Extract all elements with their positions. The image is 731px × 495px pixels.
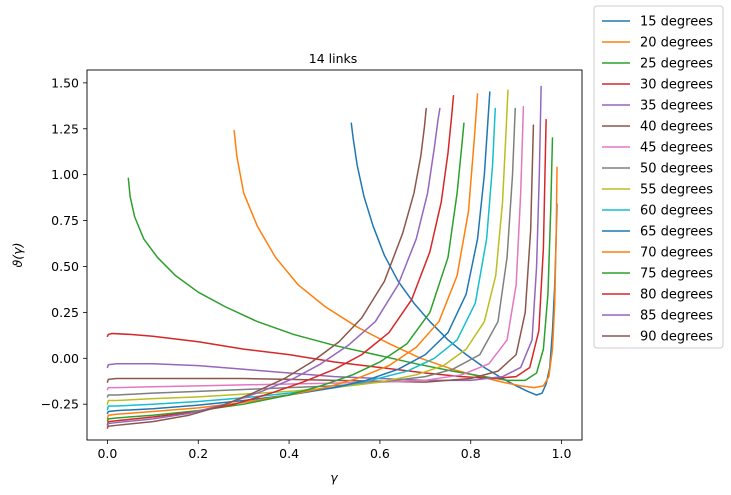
series-line-14: [106, 94, 455, 426]
x-tick-label: 0.8: [461, 446, 481, 461]
legend-label: 25 degrees: [640, 57, 713, 72]
legend-label: 85 degrees: [640, 309, 713, 324]
x-axis: 0.0 0.2 0.4 0.6 0.8 1.0: [97, 440, 572, 461]
x-tick-label: 0.2: [188, 446, 208, 461]
x-tick-label: 1.0: [552, 446, 572, 461]
y-tick-label: 0.50: [51, 259, 79, 274]
x-tick-label: 0.0: [97, 446, 117, 461]
x-tick-label: 0.6: [370, 446, 390, 461]
legend-label: 50 degrees: [640, 162, 713, 177]
y-axis-label: ϑ(γ): [10, 243, 25, 268]
series-line-15: [106, 107, 441, 427]
legend-label: 65 degrees: [640, 225, 713, 240]
legend-box: [593, 5, 724, 349]
y-tick-label: 0.75: [51, 213, 79, 228]
y-tick-label: −0.25: [41, 397, 79, 412]
legend-label: 55 degrees: [640, 183, 713, 198]
plot-frame: [86, 69, 583, 441]
series-line-16: [106, 107, 427, 429]
x-tick-label: 0.4: [279, 446, 299, 461]
legend-label: 15 degrees: [640, 15, 713, 30]
series-line-5: [106, 85, 542, 382]
y-tick-label: 0.25: [51, 305, 79, 320]
series-line-9: [106, 89, 509, 405]
legend-label: 20 degrees: [640, 36, 713, 51]
series-line-12: [106, 93, 479, 420]
series-line-3: [127, 137, 554, 382]
y-tick-label: 1.00: [51, 167, 79, 182]
chart-title: 14 links: [309, 51, 358, 66]
series-line-1: [350, 122, 558, 396]
y-tick-label: 1.50: [51, 75, 79, 90]
legend-label: 60 degrees: [640, 204, 713, 219]
y-axis: −0.25 0.00 0.25 0.50 0.75 1.00 1.25 1.50: [41, 75, 87, 412]
y-tick-label: 0.00: [51, 351, 79, 366]
series-line-2: [233, 129, 558, 389]
legend-label: 30 degrees: [640, 78, 713, 93]
plot-area: [106, 85, 558, 429]
y-tick-label: 1.25: [51, 121, 79, 136]
x-axis-label: γ: [330, 470, 338, 485]
legend-label: 90 degrees: [640, 330, 713, 345]
legend-label: 45 degrees: [640, 141, 713, 156]
legend-label: 80 degrees: [640, 288, 713, 303]
legend-label: 35 degrees: [640, 99, 713, 114]
legend-label: 70 degrees: [640, 246, 713, 261]
legend-label: 40 degrees: [640, 120, 713, 135]
series-line-11: [106, 91, 491, 415]
series-line-4: [106, 118, 547, 380]
series-line-6: [106, 124, 535, 383]
series-line-13: [106, 122, 465, 422]
series-line-8: [106, 107, 516, 398]
legend: 15 degrees 20 degrees 25 degrees 30 degrees…: [593, 5, 724, 349]
legend-label: 75 degrees: [640, 267, 713, 282]
